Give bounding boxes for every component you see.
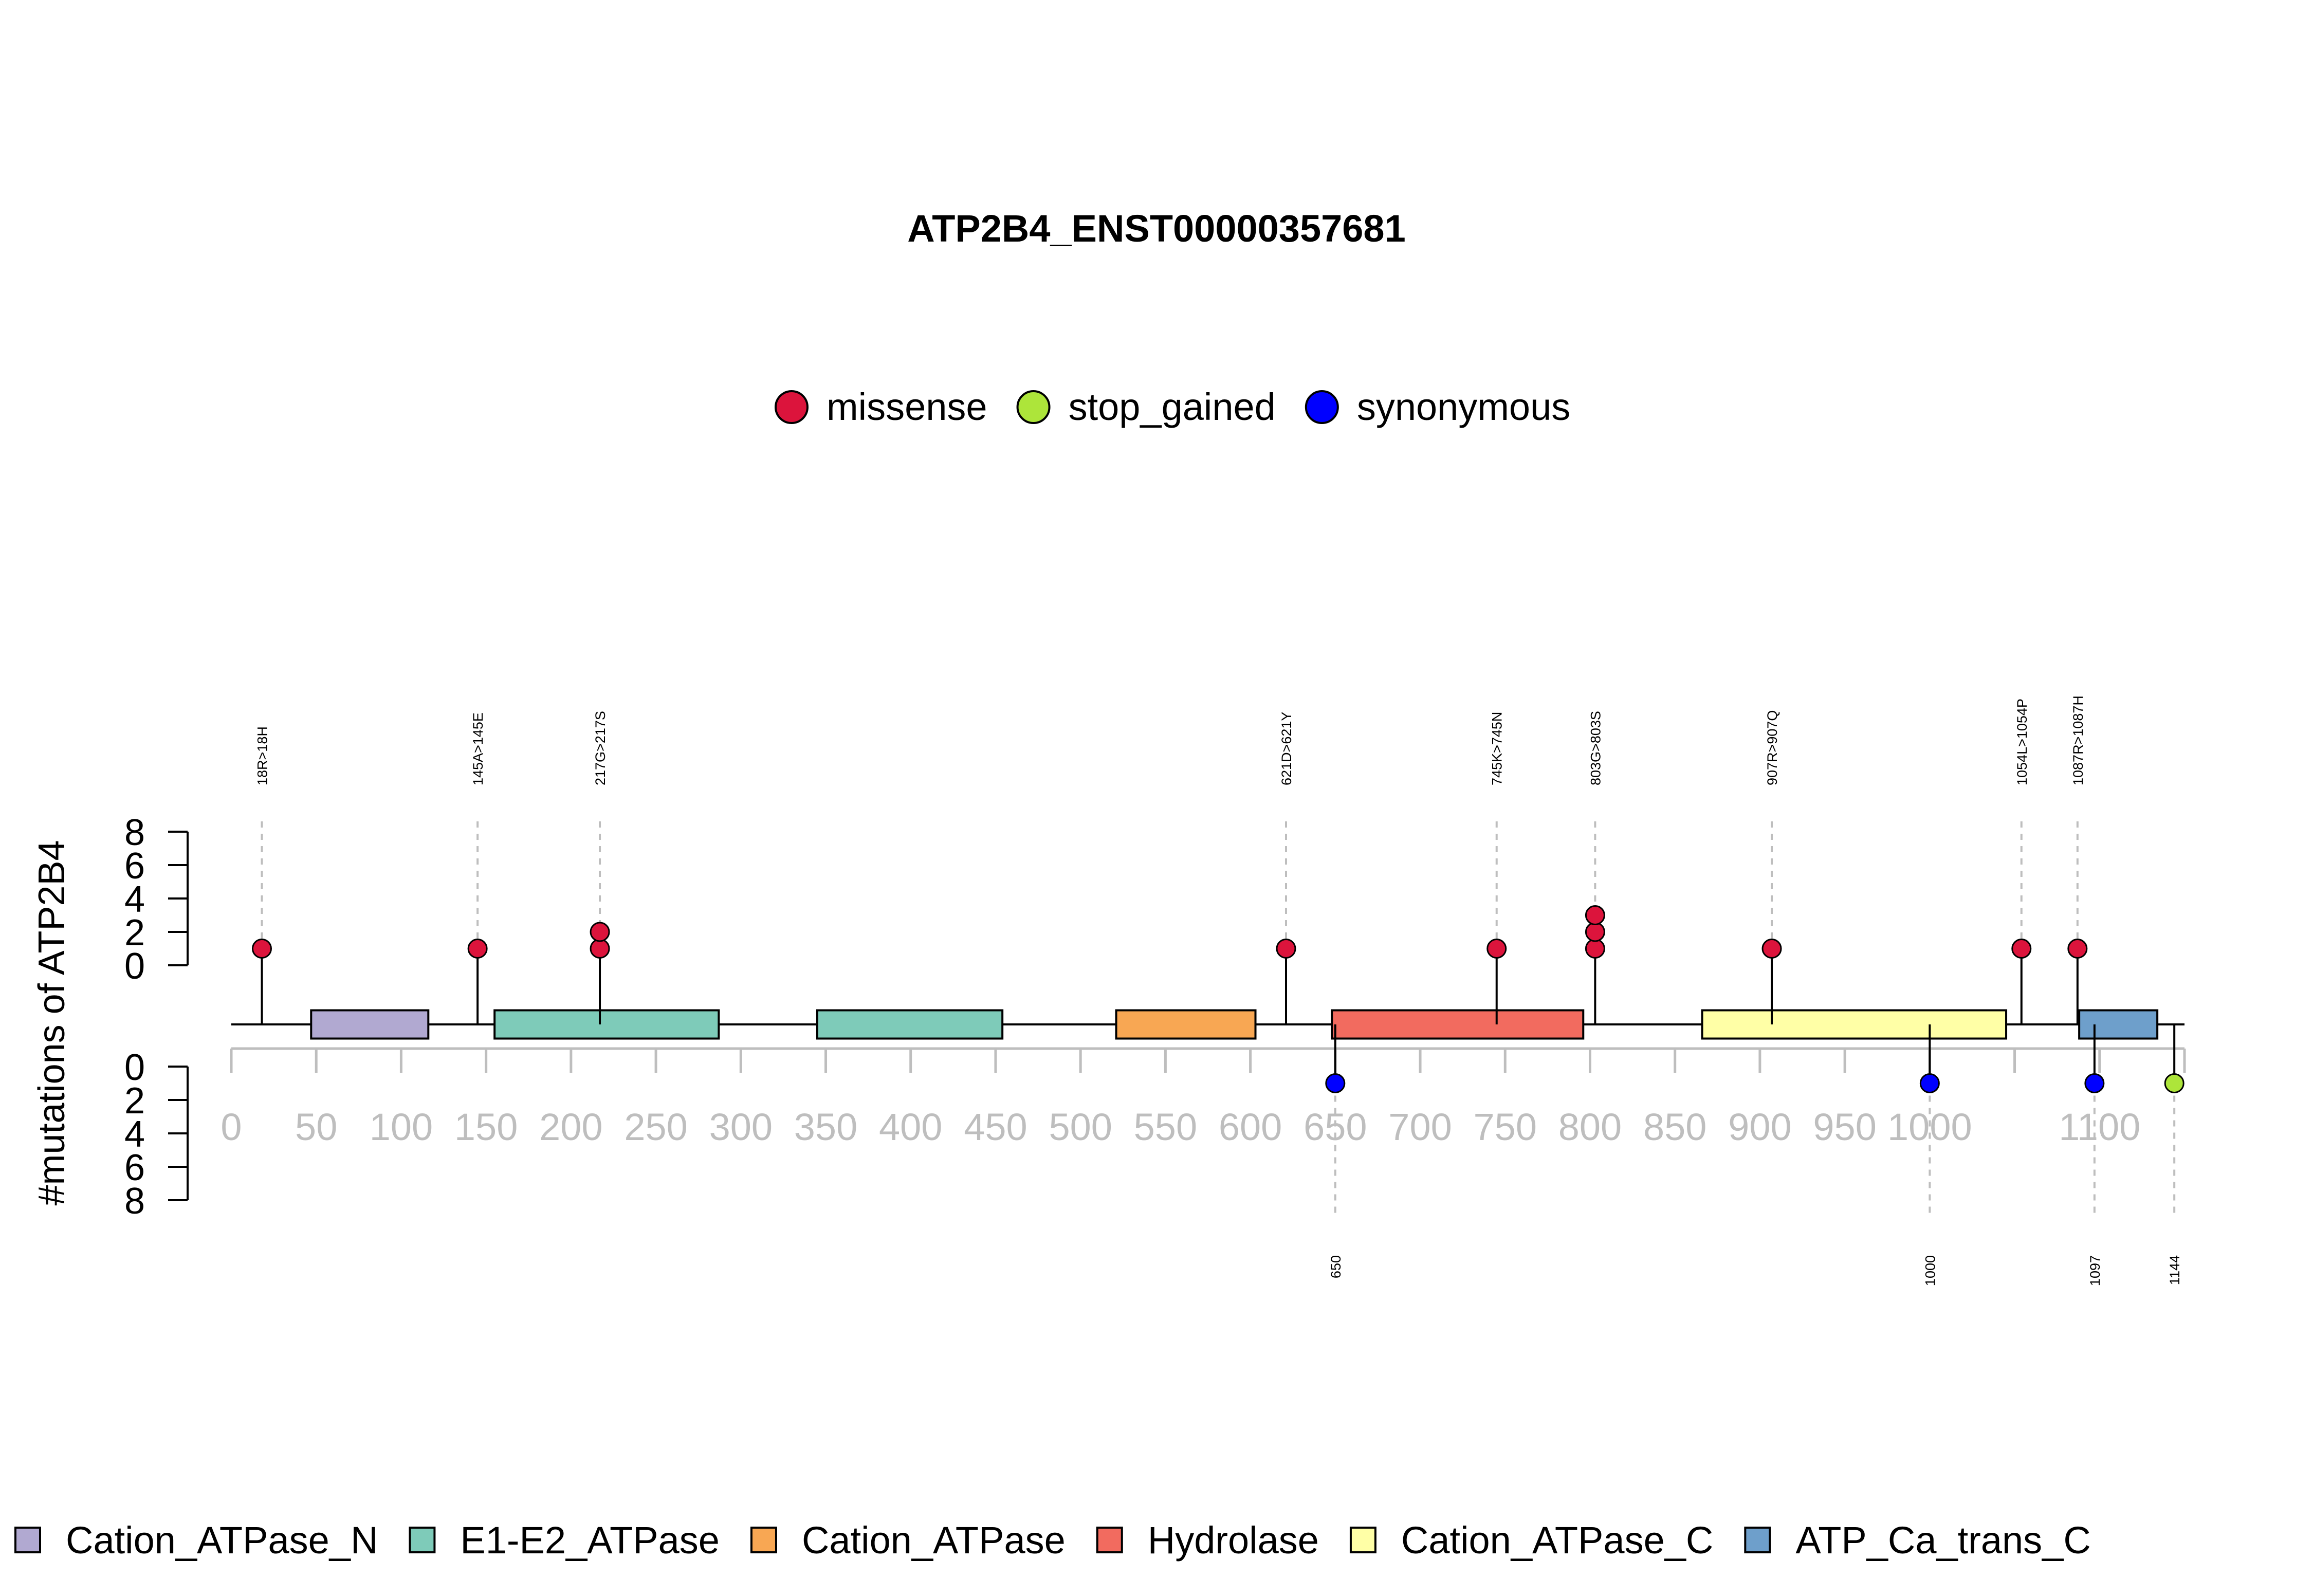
y-upper-tick-label: 2 — [124, 912, 145, 953]
legend-marker-missense — [775, 390, 809, 424]
mutation-point-synonymous — [2084, 1073, 2105, 1093]
y-upper-tick-label: 8 — [124, 812, 145, 853]
domain-box-Hydrolase — [1331, 1009, 1585, 1040]
x-tick-label: 550 — [1134, 1106, 1197, 1148]
x-axis: 0 50 100 150 200 250 300 350 400 450 500 550 600 650 7… — [221, 1047, 2186, 1148]
chart-title: ATP2B4_ENST00000357681 — [907, 207, 1405, 250]
x-tick-label: 750 — [1474, 1106, 1537, 1148]
mutation-label: 745K>745N — [1490, 712, 1505, 785]
mutation-point-missense — [1276, 939, 1296, 959]
mutation-label: 803G>803S — [1588, 711, 1603, 785]
legend-label-synonymous: synonymous — [1357, 386, 1570, 428]
domain-box-Cation_ATPase — [1115, 1009, 1257, 1040]
mutation-point-missense — [467, 939, 488, 959]
x-tick-label: 450 — [964, 1106, 1027, 1148]
y-upper-tick-label: 0 — [124, 946, 145, 987]
legend-label-stop_gained: stop_gained — [1069, 386, 1276, 428]
mutation-label: 621D>621Y — [1279, 712, 1294, 785]
domain-box-Cation_ATPase_C — [1701, 1009, 2008, 1040]
x-tick-label: 0 — [221, 1106, 242, 1148]
legend-marker-synonymous — [1305, 390, 1339, 424]
mutation-label: 907R>907Q — [1765, 710, 1780, 785]
mutation-label: 1144 — [2167, 1255, 2182, 1285]
x-tick-label: 900 — [1728, 1106, 1791, 1148]
domain-legend-swatch — [1349, 1527, 1376, 1553]
x-tick-label: 150 — [454, 1106, 518, 1148]
x-tick-label: 500 — [1049, 1106, 1112, 1148]
x-tick-label: 800 — [1558, 1106, 1622, 1148]
x-tick-label: 600 — [1219, 1106, 1282, 1148]
mutation-label: 18R>18H — [254, 726, 270, 785]
mutation-label: 1087R>1087H — [2070, 695, 2086, 785]
mutation-point-missense — [1585, 939, 1605, 959]
domain-legend-swatch — [14, 1527, 41, 1553]
mutation-point-missense — [2067, 939, 2088, 959]
mutation-label: 1000 — [1922, 1255, 1938, 1286]
domain-legend-swatch — [1096, 1527, 1123, 1553]
y-lower-tick-label: 0 — [124, 1047, 145, 1088]
domain-legend-label: Cation_ATPase_N — [66, 1519, 378, 1562]
x-tick-label: 400 — [879, 1106, 942, 1148]
x-tick-label: 850 — [1643, 1106, 1706, 1148]
mutation-point-synonymous — [1919, 1073, 1940, 1093]
legend-label-missense: missense — [827, 386, 987, 428]
x-tick-label: 300 — [709, 1106, 773, 1148]
y-upper-tick-label: 6 — [124, 846, 145, 887]
mutation-point-stop_gained — [2164, 1073, 2184, 1093]
domain-legend-label: Hydrolase — [1148, 1519, 1319, 1562]
domain-box-Cation_ATPase_N — [310, 1009, 430, 1040]
domain-legend-swatch — [750, 1527, 777, 1553]
y-lower-tick-label: 4 — [124, 1114, 145, 1155]
domain-boxes — [310, 1009, 2159, 1040]
x-tick-label: 1100 — [2059, 1106, 2140, 1148]
x-tick-label: 250 — [624, 1106, 687, 1148]
mutation-point-missense — [1486, 939, 1507, 959]
domain-legend-label: Cation_ATPase — [802, 1519, 1066, 1562]
domain-legend-label: Cation_ATPase_C — [1401, 1519, 1713, 1562]
mutation-label: 1054L>1054P — [2014, 699, 2030, 785]
domain-legend-swatch — [409, 1527, 436, 1553]
mutation-point-missense — [1585, 922, 1605, 942]
mutation-point-missense — [1585, 905, 1605, 925]
mutation-point-missense — [2011, 939, 2032, 959]
mutation-legend: missense stop_gained synonymous — [775, 386, 1570, 428]
mutation-label: 217G>217S — [593, 711, 608, 785]
domain-legend-label: ATP_Ca_trans_C — [1795, 1519, 2090, 1562]
x-tick-label: 200 — [539, 1106, 602, 1148]
legend-marker-stop_gained — [1016, 390, 1051, 424]
y-lower-tick-label: 2 — [124, 1080, 145, 1122]
x-tick-label: 950 — [1813, 1106, 1876, 1148]
mutation-point-missense — [590, 922, 610, 942]
lower-mutations: 650 1000 1097 1144 — [1325, 1024, 2184, 1286]
mutation-point-missense — [251, 939, 272, 959]
y-lower-tick-label: 8 — [124, 1181, 145, 1222]
domain-legend-swatch — [1744, 1527, 1771, 1553]
y-upper-tick-label: 4 — [124, 879, 145, 920]
x-tick-label: 700 — [1388, 1106, 1452, 1148]
domain-box-E1-E2_ATPase — [816, 1009, 1004, 1040]
domain-box-ATP_Ca_trans_C — [2078, 1009, 2159, 1040]
mutation-point-synonymous — [1325, 1073, 1346, 1093]
mutation-label: 650 — [1328, 1255, 1344, 1278]
mutation-point-missense — [590, 939, 610, 959]
domain-legend-label: E1-E2_ATPase — [460, 1519, 720, 1562]
y-axis-label: #mutations of ATP2B4 — [31, 840, 72, 1205]
mutation-label: 145A>145E — [470, 712, 486, 785]
domain-legend: Cation_ATPase_N E1-E2_ATPase Cation_ATPase… — [14, 1519, 2091, 1562]
upper-mutations: 18R>18H 145A>145E 217G>217S 621D>621Y 745K>7… — [251, 695, 2088, 1024]
x-tick-label: 50 — [295, 1106, 337, 1148]
y-lower-tick-label: 6 — [124, 1147, 145, 1188]
mutation-point-missense — [1761, 939, 1782, 959]
mutation-label: 1097 — [2087, 1255, 2103, 1286]
domain-box-E1-E2_ATPase — [493, 1009, 720, 1040]
x-tick-label: 350 — [794, 1106, 857, 1148]
x-tick-label: 100 — [370, 1106, 433, 1148]
